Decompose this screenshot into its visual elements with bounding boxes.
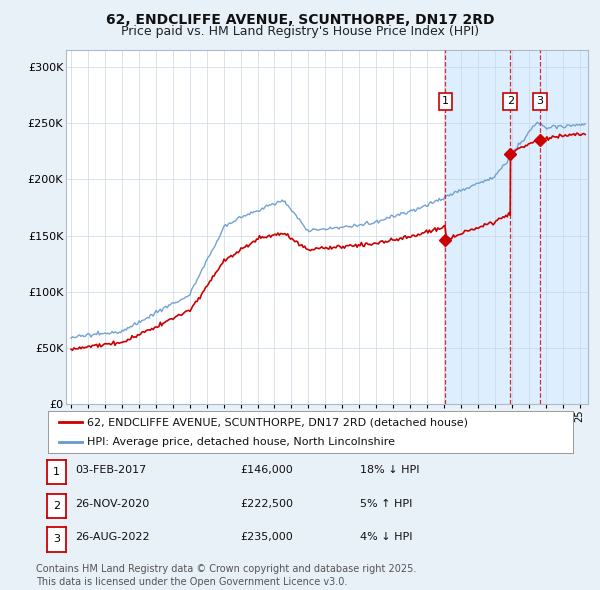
- Text: 03-FEB-2017: 03-FEB-2017: [75, 465, 146, 475]
- Text: 5% ↑ HPI: 5% ↑ HPI: [360, 499, 412, 509]
- Text: 62, ENDCLIFFE AVENUE, SCUNTHORPE, DN17 2RD: 62, ENDCLIFFE AVENUE, SCUNTHORPE, DN17 2…: [106, 13, 494, 27]
- Text: 1: 1: [442, 97, 449, 106]
- Text: £235,000: £235,000: [240, 532, 293, 542]
- Text: 1: 1: [53, 467, 60, 477]
- Text: £222,500: £222,500: [240, 499, 293, 509]
- Text: 18% ↓ HPI: 18% ↓ HPI: [360, 465, 419, 475]
- Text: 62, ENDCLIFFE AVENUE, SCUNTHORPE, DN17 2RD (detached house): 62, ENDCLIFFE AVENUE, SCUNTHORPE, DN17 2…: [88, 417, 469, 427]
- Text: 4% ↓ HPI: 4% ↓ HPI: [360, 532, 413, 542]
- Text: £146,000: £146,000: [240, 465, 293, 475]
- Text: 2: 2: [507, 97, 514, 106]
- Text: 3: 3: [53, 535, 60, 545]
- Bar: [445, 50, 588, 404]
- Text: 2: 2: [53, 501, 60, 511]
- Text: 3: 3: [536, 97, 543, 106]
- Text: Contains HM Land Registry data © Crown copyright and database right 2025.
This d: Contains HM Land Registry data © Crown c…: [36, 564, 416, 587]
- Text: HPI: Average price, detached house, North Lincolnshire: HPI: Average price, detached house, Nort…: [88, 437, 395, 447]
- Text: 26-AUG-2022: 26-AUG-2022: [75, 532, 149, 542]
- Text: 26-NOV-2020: 26-NOV-2020: [75, 499, 149, 509]
- Text: Price paid vs. HM Land Registry's House Price Index (HPI): Price paid vs. HM Land Registry's House …: [121, 25, 479, 38]
